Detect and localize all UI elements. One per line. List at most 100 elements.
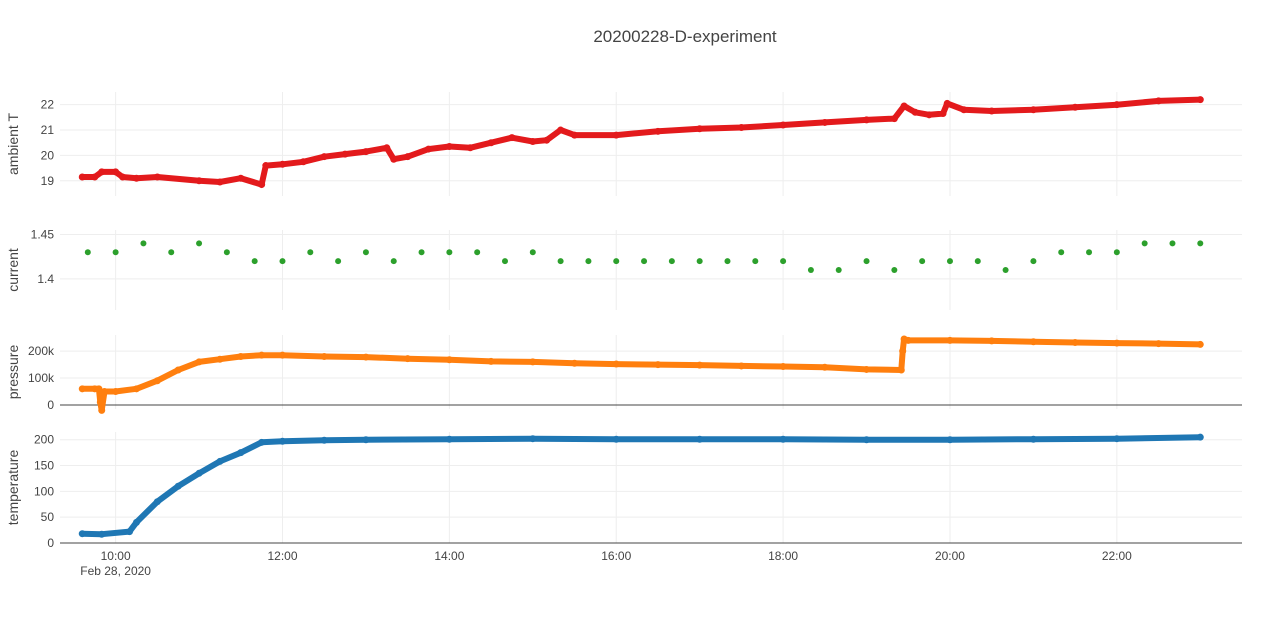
data-point (445, 143, 453, 151)
data-point (779, 362, 787, 370)
data-point (1196, 96, 1204, 104)
data-point (943, 99, 951, 107)
data-point (362, 353, 370, 361)
x-tick-label: 12:00 (267, 549, 297, 563)
x-tick-label: 20:00 (935, 549, 965, 563)
data-point (153, 377, 161, 385)
data-point (1058, 249, 1065, 256)
data-point (112, 249, 119, 256)
data-point (445, 356, 453, 364)
data-point (911, 108, 919, 116)
data-point (216, 355, 224, 363)
data-point (946, 436, 954, 444)
data-point (1029, 338, 1037, 346)
data-point (362, 249, 369, 256)
data-point (196, 240, 203, 247)
series-temperature-points (78, 433, 1204, 538)
data-point (307, 249, 314, 256)
data-point (474, 249, 481, 256)
data-point (613, 258, 620, 265)
data-point (641, 258, 648, 265)
y-tick-label: 19 (41, 174, 55, 188)
y-tick-label: 100k (28, 371, 55, 385)
y-axis-title: ambient T (5, 113, 21, 175)
data-point (960, 106, 968, 114)
x-tick-label: 22:00 (1102, 549, 1132, 563)
data-point (863, 116, 871, 124)
data-point (974, 258, 981, 265)
data-point (251, 258, 258, 265)
data-point (140, 240, 147, 247)
data-point (654, 127, 662, 135)
y-axis-title: pressure (5, 345, 21, 400)
y-tick-label: 100 (34, 484, 54, 498)
data-point (404, 153, 412, 161)
x-tick-label: 18:00 (768, 549, 798, 563)
data-point (863, 436, 871, 444)
data-point (404, 355, 412, 363)
y-tick-label: 150 (34, 459, 54, 473)
data-point (320, 153, 328, 161)
data-point (78, 385, 86, 393)
data-point (1113, 101, 1121, 109)
data-point (78, 530, 86, 538)
data-point (612, 435, 620, 443)
data-point (891, 267, 898, 273)
data-point (1155, 340, 1163, 348)
data-point (890, 115, 898, 123)
y-tick-label: 21 (41, 123, 55, 137)
y-tick-label: 50 (41, 510, 55, 524)
data-point (390, 258, 397, 265)
data-point (571, 131, 579, 139)
data-point (835, 267, 842, 273)
data-point (487, 139, 495, 147)
data-point (195, 177, 203, 185)
data-point (724, 258, 731, 265)
data-point (863, 258, 870, 265)
data-point (737, 362, 745, 370)
data-point (1169, 240, 1176, 247)
data-point (299, 158, 307, 166)
chart-title: 20200228-D-experiment (593, 27, 777, 46)
data-point (571, 359, 579, 367)
data-point (216, 457, 224, 465)
data-point (529, 435, 537, 443)
data-point (925, 111, 933, 119)
data-point (821, 118, 829, 126)
data-point (654, 361, 662, 369)
data-point (919, 258, 926, 265)
data-point (1113, 249, 1120, 256)
data-point (335, 258, 342, 265)
data-point (501, 258, 508, 265)
data-point (821, 363, 829, 371)
marks-layer (78, 96, 1204, 538)
data-point (383, 144, 391, 152)
data-point (696, 435, 704, 443)
data-point (988, 107, 996, 115)
data-point (278, 351, 286, 359)
data-point (863, 365, 871, 373)
x-tick-label: 10:00 (101, 549, 131, 563)
x-date-label: Feb 28, 2020 (80, 564, 151, 578)
data-point (543, 136, 551, 144)
data-point (223, 249, 230, 256)
data-point (132, 174, 140, 182)
data-point (585, 258, 592, 265)
x-tick-label: 14:00 (434, 549, 464, 563)
data-point (98, 406, 106, 414)
data-point (237, 174, 245, 182)
data-point (696, 258, 703, 265)
data-point (1113, 339, 1121, 347)
data-point (237, 449, 245, 457)
data-point (1071, 103, 1079, 111)
x-tick-label: 16:00 (601, 549, 631, 563)
data-point (278, 437, 286, 445)
data-point (195, 358, 203, 366)
data-point (529, 358, 537, 366)
data-point (174, 482, 182, 490)
data-point (112, 388, 120, 396)
y-tick-label: 0 (47, 536, 54, 550)
